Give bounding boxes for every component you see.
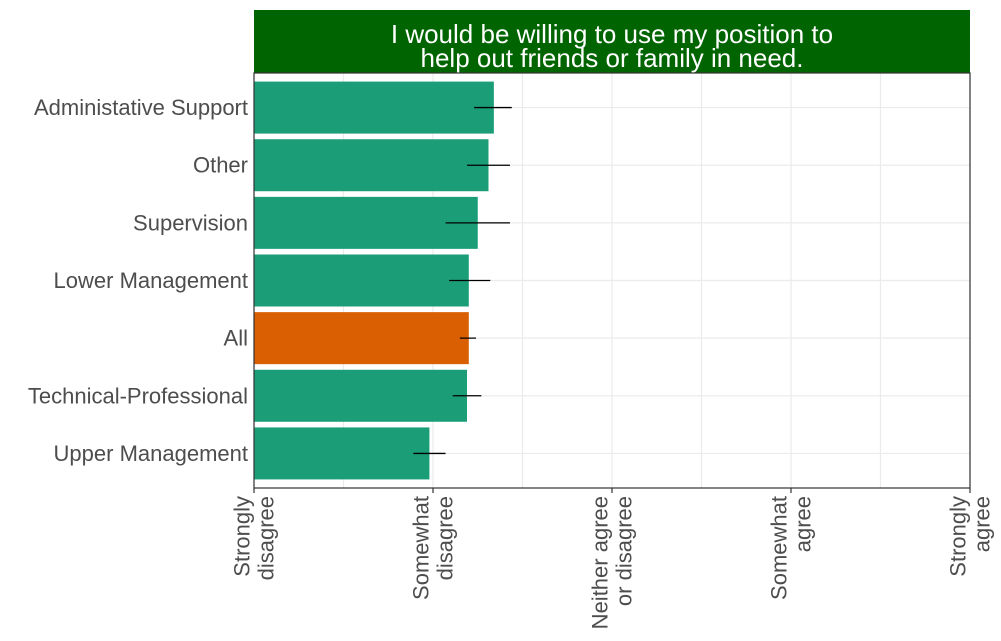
x-tick-label: agree [970, 496, 995, 552]
bar [254, 312, 469, 365]
category-label: Technical-Professional [28, 383, 248, 408]
x-tick-label: disagree [433, 496, 458, 580]
category-label: Supervision [133, 210, 248, 235]
x-tick-label-group: Strongly agree [946, 496, 995, 577]
x-tick-label: agree [791, 496, 816, 552]
category-label: Lower Management [54, 268, 248, 293]
x-tick-label-group: Somewhat agree [767, 496, 816, 600]
bar [254, 196, 478, 249]
category-label: Other [193, 153, 248, 178]
bar [254, 369, 468, 422]
x-tick-label-group: Strongly disagree [230, 496, 279, 580]
category-label: Administative Support [34, 95, 248, 120]
title-strip [254, 10, 970, 73]
category-label: Upper Management [54, 441, 248, 466]
x-tick-label: Strongly [946, 496, 971, 577]
plot-panel: Administative Support Other Supervision Low… [28, 72, 995, 629]
category-label: All [224, 326, 248, 351]
bar [254, 81, 494, 134]
x-tick-label: Somewhat [409, 496, 434, 600]
x-tick-label: Somewhat [767, 496, 792, 600]
x-tick-label: Neither agree [588, 496, 613, 629]
x-tick-label: or disagree [612, 496, 637, 606]
chart-title-line-2: help out friends or family in need. [421, 43, 804, 73]
x-tick-label-group: Neither agree or disagree [588, 496, 637, 629]
x-tick-label: Strongly [230, 496, 255, 577]
bar [254, 139, 489, 192]
chart-title-line-1: I would be willing to use my position to [391, 19, 833, 49]
x-tick-label-group: Somewhat disagree [409, 496, 458, 600]
x-tick-label: disagree [254, 496, 279, 580]
bar [254, 427, 430, 480]
bar [254, 254, 469, 307]
